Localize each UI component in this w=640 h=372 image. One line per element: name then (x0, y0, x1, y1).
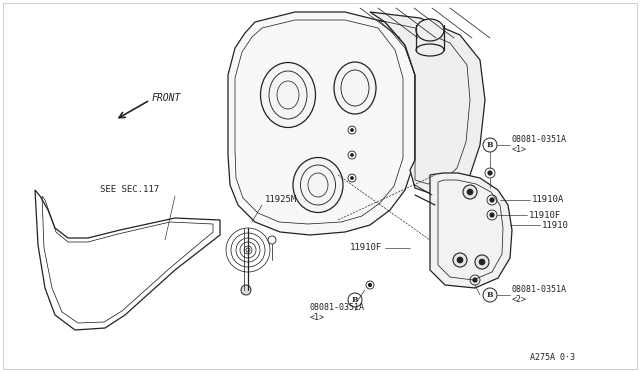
Circle shape (475, 255, 489, 269)
Polygon shape (430, 173, 512, 288)
Ellipse shape (416, 19, 444, 41)
Text: 11910F: 11910F (350, 244, 382, 253)
Text: B: B (487, 291, 493, 299)
Circle shape (463, 185, 477, 199)
Text: 08081-0351A: 08081-0351A (310, 304, 365, 312)
Circle shape (488, 171, 492, 175)
Text: 11925M: 11925M (265, 196, 297, 205)
Circle shape (351, 128, 353, 131)
Text: 11910A: 11910A (532, 196, 564, 205)
Circle shape (351, 176, 353, 180)
Circle shape (490, 198, 494, 202)
Polygon shape (228, 12, 415, 235)
Text: <1>: <1> (310, 312, 325, 321)
Ellipse shape (260, 62, 316, 128)
Circle shape (369, 283, 371, 286)
Circle shape (351, 154, 353, 157)
Text: 11910F: 11910F (529, 211, 561, 219)
Text: <2>: <2> (512, 295, 527, 305)
Text: SEE SEC.117: SEE SEC.117 (100, 186, 159, 195)
Text: FRONT: FRONT (152, 93, 181, 103)
Text: 08081-0351A: 08081-0351A (512, 135, 567, 144)
Text: B: B (487, 141, 493, 149)
Text: <1>: <1> (512, 145, 527, 154)
Circle shape (473, 278, 477, 282)
Ellipse shape (293, 157, 343, 212)
Polygon shape (370, 12, 485, 195)
Circle shape (457, 257, 463, 263)
Text: A275A 0·3: A275A 0·3 (530, 353, 575, 362)
Text: 11910: 11910 (542, 221, 569, 230)
Circle shape (490, 213, 494, 217)
Circle shape (479, 259, 485, 265)
Ellipse shape (416, 44, 444, 56)
Text: B: B (352, 296, 358, 304)
Circle shape (467, 189, 473, 195)
Ellipse shape (334, 62, 376, 114)
Circle shape (241, 285, 251, 295)
Circle shape (453, 253, 467, 267)
Text: 08081-0351A: 08081-0351A (512, 285, 567, 295)
